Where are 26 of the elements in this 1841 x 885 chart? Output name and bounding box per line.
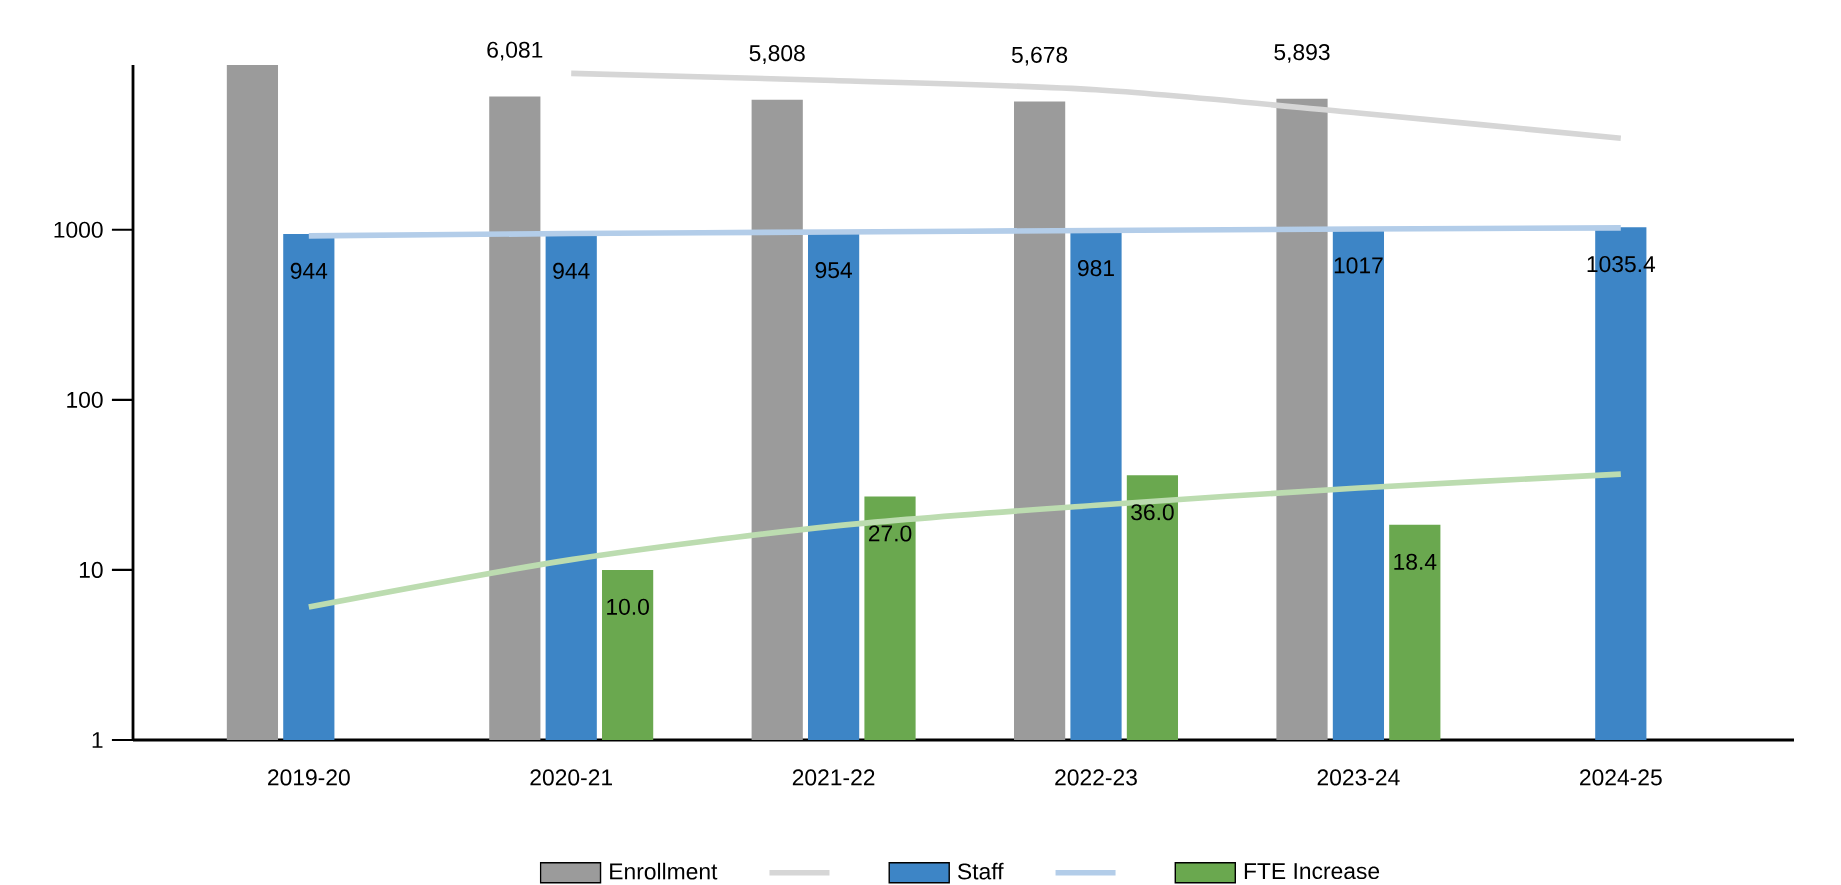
data-label: 5,678 [1011, 46, 1068, 66]
x-tick-label: 2019-20 [268, 769, 350, 786]
x-tick-label: 2022-23 [1055, 769, 1137, 786]
data-label: 10.0 [607, 598, 649, 615]
data-label: 18.4 [1394, 553, 1437, 570]
y-tick-label: 1000 [54, 221, 103, 238]
data-label: 5,808 [749, 45, 805, 64]
data-label: 27.0 [868, 525, 912, 542]
data-label: 944 [553, 262, 590, 279]
data-label: 944 [290, 262, 328, 279]
y-tick-label: 1 [92, 732, 103, 748]
x-tick-label: 2020-21 [530, 769, 612, 786]
x-tick-label: 2021-22 [792, 769, 875, 786]
data-label: 36.0 [1131, 504, 1174, 521]
data-label: 954 [815, 262, 852, 279]
legend-label: Enrollment [610, 862, 718, 880]
legend-label: FTE Increase [1244, 863, 1380, 880]
x-tick-label: 2024-25 [1580, 769, 1662, 786]
x-tick-label: 2023-24 [1317, 769, 1400, 786]
y-tick-label: 100 [67, 391, 103, 408]
data-label: 6,081 [487, 41, 543, 61]
legend-label: Staff [958, 862, 1004, 880]
data-label: 5,893 [1274, 44, 1330, 63]
data-label: 1017 [1334, 257, 1383, 274]
data-label: 981 [1078, 260, 1114, 277]
y-tick-label: 10 [79, 561, 103, 578]
